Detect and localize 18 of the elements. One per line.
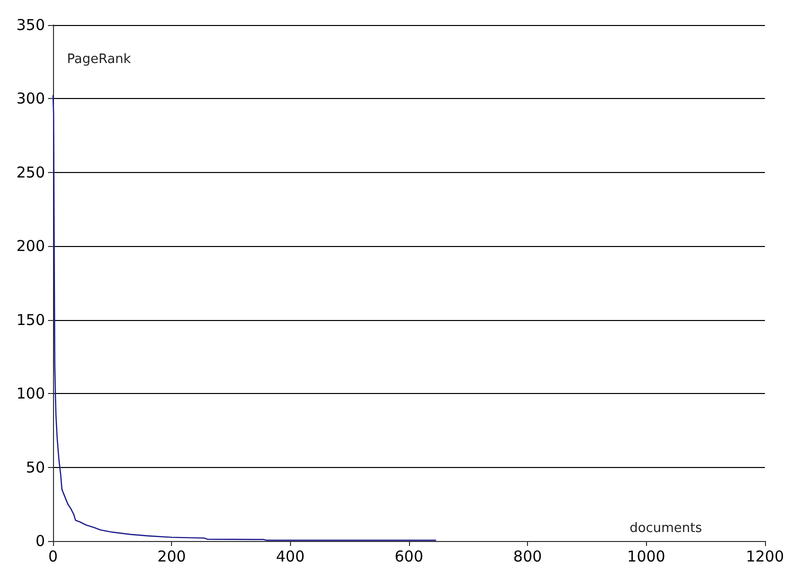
y-tick-label: 50: [26, 458, 45, 476]
x-tick-label: 800: [513, 548, 542, 566]
x-tick-label: 600: [394, 548, 424, 566]
y-tick-label: 300: [16, 90, 45, 108]
y-tick-label: 0: [35, 532, 45, 550]
y-tick-label: 150: [16, 310, 45, 329]
y-tick-label: 200: [16, 237, 45, 256]
x-tick-label: 0: [48, 548, 58, 566]
x-tick-label: 1200: [746, 548, 784, 566]
x-axis-title: documents: [630, 521, 702, 536]
y-axis-title: PageRank: [67, 52, 132, 67]
x-tick-label: 1000: [627, 548, 666, 566]
y-tick-label: 350: [16, 16, 45, 34]
line-series: [52, 95, 436, 541]
x-tick-label: 200: [157, 548, 186, 566]
y-tick-label: 250: [16, 163, 45, 182]
y-tick-label: 100: [16, 384, 45, 403]
x-tick-label: 400: [276, 548, 305, 566]
